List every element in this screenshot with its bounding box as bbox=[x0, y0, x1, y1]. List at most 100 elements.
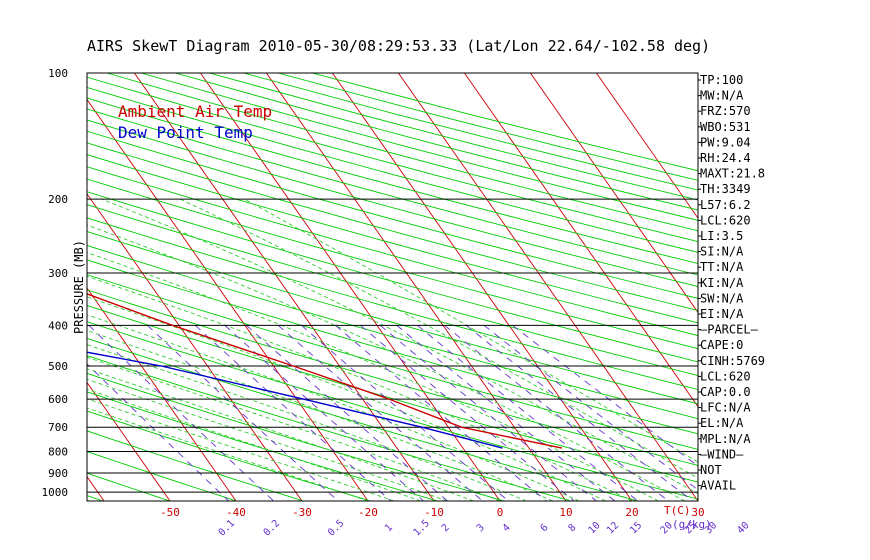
isotherm-line bbox=[87, 193, 303, 501]
mixing-ratio-line bbox=[379, 324, 597, 501]
side-index-label: CINH:5769 bbox=[700, 354, 765, 368]
isotherm-line bbox=[87, 98, 369, 501]
mixing-ratio-tick-label: 8 bbox=[566, 522, 578, 534]
dry-adiabat-line bbox=[209, 73, 698, 201]
mixing-ratio-tick-label: 2 bbox=[440, 522, 452, 534]
moist-adiabat-line bbox=[87, 224, 686, 501]
plot-area bbox=[0, 73, 698, 501]
pressure-tick-label: 800 bbox=[48, 446, 68, 459]
pressure-tick-label: 100 bbox=[48, 67, 68, 80]
mixing-ratio-line bbox=[301, 324, 509, 501]
bottom-temperature-tick-label: 0 bbox=[497, 506, 504, 519]
pressure-tick-label: 300 bbox=[48, 267, 68, 280]
side-index-label: WBO:531 bbox=[700, 120, 751, 134]
mixing-ratio-line bbox=[417, 324, 639, 501]
side-index-label: EL:N/A bbox=[700, 416, 744, 430]
y-axis-label: PRESSURE (MB) bbox=[72, 240, 86, 334]
plot-frame bbox=[86, 72, 699, 502]
bottom-temperature-tick-label: -50 bbox=[160, 506, 180, 519]
side-index-label: MPL:N/A bbox=[700, 432, 751, 446]
moist-adiabat-line bbox=[87, 314, 580, 501]
dry-adiabat-line bbox=[87, 86, 698, 253]
mixing-ratio-line bbox=[335, 324, 547, 501]
bottom-temperature-tick-label: -20 bbox=[358, 506, 378, 519]
moist-adiabat-line bbox=[87, 368, 474, 501]
mixing-ratio-tick-label: 0.1 bbox=[217, 518, 238, 539]
mixing-ratio-tick-label: 6 bbox=[539, 522, 551, 534]
isotherm-line bbox=[87, 381, 171, 501]
mixing-ratio-tick-label: 4 bbox=[501, 522, 513, 534]
dew-point-profile bbox=[87, 351, 503, 449]
bottom-temperature-tick-label: 30 bbox=[691, 506, 704, 519]
side-index-label: CAPE:0 bbox=[700, 338, 743, 352]
moist-adiabat-line bbox=[87, 407, 369, 501]
bottom-temperature-tick-label: -10 bbox=[424, 506, 444, 519]
moist-adiabat-line bbox=[87, 378, 448, 501]
bottom-temperature-tick-label: 20 bbox=[625, 506, 638, 519]
mixing-ratio-line bbox=[88, 324, 275, 501]
mixing-ratio-tick-label: 1.5 bbox=[411, 518, 432, 539]
isotherm-line bbox=[200, 73, 501, 501]
isotherm-line bbox=[398, 73, 698, 501]
moist-adiabat-line bbox=[180, 198, 698, 479]
isotherm-line bbox=[530, 73, 698, 314]
dry-adiabat-line bbox=[87, 391, 438, 501]
dry-adiabat-line bbox=[87, 305, 698, 483]
mixing-ratio-tick-label: 3 bbox=[475, 522, 487, 534]
moist-adiabat-line bbox=[87, 388, 421, 501]
side-index-label: LCL:620 bbox=[700, 369, 751, 383]
mixing-ratio-tick-label: 10 bbox=[586, 520, 602, 536]
dry-adiabat-line bbox=[87, 119, 698, 287]
plot-border bbox=[86, 72, 699, 502]
pressure-tick-label: 500 bbox=[48, 360, 68, 373]
mixing-ratio-line bbox=[147, 324, 339, 501]
side-index-label: EI:N/A bbox=[700, 307, 744, 321]
side-index-label: TH:3349 bbox=[700, 182, 751, 196]
mixing-ratio-line bbox=[87, 363, 230, 501]
mixing-ratio-line bbox=[465, 324, 694, 501]
isotherm-line bbox=[596, 73, 698, 219]
mixing-ratio-tick-label: 40 bbox=[735, 520, 751, 536]
side-index-label: LFC:N/A bbox=[700, 401, 751, 415]
moist-adiabat-line bbox=[244, 198, 698, 463]
pressure-axis: 100 200 300 400 500 600 700 800 900 1000 bbox=[42, 67, 69, 499]
dry-adiabat-line bbox=[87, 191, 698, 363]
isotherm-line bbox=[0, 73, 38, 501]
mixing-ratio-line bbox=[396, 324, 616, 501]
pressure-tick-label: 1000 bbox=[42, 486, 69, 499]
mixing-ratio-tick-label: 0.2 bbox=[262, 518, 283, 539]
dry-adiabat-line bbox=[87, 337, 639, 501]
mixing-ratio-line bbox=[224, 324, 424, 501]
side-index-label: NOT bbox=[700, 463, 722, 477]
dry-adiabat-line bbox=[87, 259, 698, 435]
side-index-label: FRZ:570 bbox=[700, 104, 751, 118]
bottom-temperature-tick-label: -30 bbox=[292, 506, 312, 519]
isotherm-line bbox=[87, 475, 105, 501]
mixing-ratio-tick-label: 15 bbox=[628, 520, 644, 536]
side-index-label: SI:N/A bbox=[700, 245, 744, 259]
pressure-tick-label: 200 bbox=[48, 193, 68, 206]
dry-adiabat-line bbox=[87, 97, 698, 264]
side-index-label: LCL:620 bbox=[700, 213, 751, 227]
pressure-tick-label: 700 bbox=[48, 421, 68, 434]
dry-adiabat-line bbox=[87, 154, 698, 324]
dry-adiabat-line bbox=[87, 321, 698, 500]
dry-adiabat-line bbox=[87, 231, 698, 405]
mixing-ratio-line bbox=[194, 324, 392, 501]
mixing-ratio-line bbox=[444, 324, 669, 501]
pressure-tick-label: 600 bbox=[48, 393, 68, 406]
side-index-label: PW:9.04 bbox=[700, 135, 751, 149]
mixing-ratio-tick-label: 1 bbox=[383, 522, 395, 534]
dry-adiabat-line bbox=[87, 166, 698, 337]
mixing-ratio-line bbox=[246, 324, 448, 501]
dry-adiabat-line bbox=[311, 73, 698, 172]
temperature-unit-label: T(C) bbox=[664, 504, 691, 517]
dry-adiabat-line bbox=[87, 142, 698, 311]
bottom-temperature-axis: -50 -40 -30 -20 -10 0 10 20 30 bbox=[160, 506, 705, 519]
bottom-temperature-tick-label: -40 bbox=[226, 506, 246, 519]
pressure-tick-label: 900 bbox=[48, 467, 68, 480]
side-index-label: RH:24.4 bbox=[700, 151, 751, 165]
dry-adiabat-line bbox=[87, 289, 698, 466]
